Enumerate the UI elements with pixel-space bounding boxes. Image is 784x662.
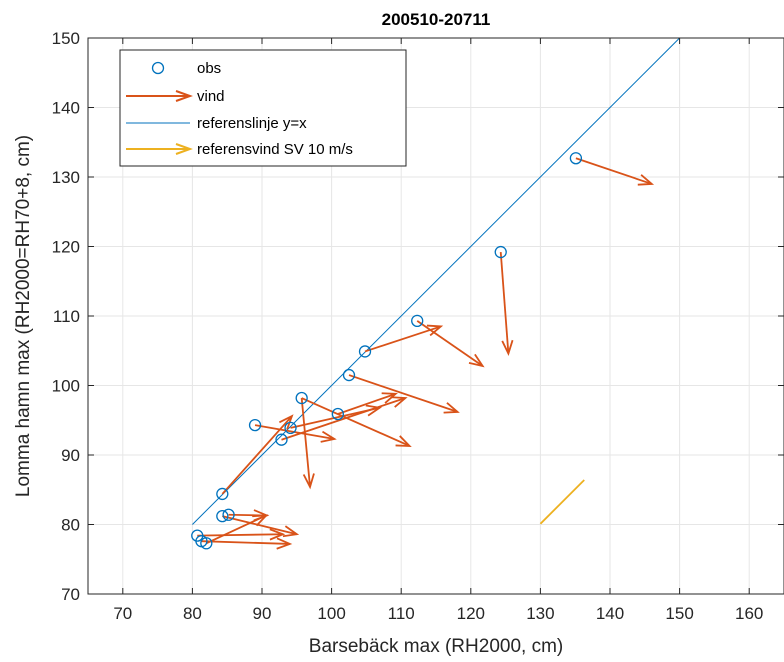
obs-point [200, 537, 213, 550]
legend-refwind-label: referensvind SV 10 m/s [197, 141, 353, 158]
reference-wind-layer [539, 479, 585, 525]
wind-arrow-shaft [364, 325, 442, 353]
legend-refline-label: referenslinje y=x [197, 115, 307, 132]
y-tick-label: 140 [52, 99, 80, 118]
wind-arrow-head [468, 353, 485, 368]
wind-arrow-head [391, 396, 408, 408]
wind-arrow [416, 320, 485, 368]
obs-point [295, 391, 308, 405]
wind-arrow-shaft [281, 397, 406, 441]
wind-arrows [197, 157, 655, 550]
wind-arrow [499, 251, 514, 356]
obs-point [342, 368, 356, 382]
observations [191, 152, 583, 550]
wind-arrow [575, 157, 655, 186]
x-tick-label: 150 [665, 604, 693, 623]
wind-arrow-shaft [499, 251, 510, 354]
x-tick-label: 90 [253, 604, 272, 623]
wind-arrow-shaft [348, 374, 458, 413]
wind-arrow [222, 515, 300, 538]
tick-labels: 70 80 90 100 110 120 130 140 150 160 70 80 90 100 110 1… [52, 29, 764, 623]
legend-vind-arrowhead [175, 90, 193, 102]
wind-arrow [228, 509, 270, 522]
obs-point [331, 407, 345, 421]
axes [87, 37, 784, 595]
legend-obs-marker [151, 61, 165, 75]
obs-point [248, 418, 262, 432]
x-tick-label: 100 [317, 604, 345, 623]
y-tick-label: 70 [61, 585, 80, 604]
wind-arrow-head [637, 174, 655, 186]
obs-point [284, 421, 297, 435]
legend: obs vind referenslinje y=x referensvind … [119, 49, 407, 167]
y-tick-label: 130 [52, 168, 80, 187]
x-tick-label: 80 [183, 604, 202, 623]
obs-point [569, 152, 583, 165]
wind-arrow [290, 404, 382, 429]
wind-arrow-shaft [228, 513, 267, 517]
y-tick-label: 90 [61, 446, 80, 465]
reference-line [192, 37, 680, 525]
wind-arrow-head [269, 528, 286, 541]
wind-arrow [337, 392, 398, 415]
obs-point [275, 433, 288, 446]
obs-point [411, 314, 424, 328]
y-axis-label: Lomma hamn max (RH2000=RH70+8, cm) [13, 135, 34, 497]
wind-arrow-shaft [337, 392, 396, 415]
wind-arrow-head [320, 430, 337, 443]
chart-title: 200510-20711 [382, 10, 491, 29]
legend-vind-label: vind [197, 88, 225, 105]
wind-arrow-head [381, 392, 398, 404]
obs-point [358, 345, 372, 358]
wind-arrow-head [276, 537, 293, 550]
x-tick-label: 130 [526, 604, 554, 623]
wind-arrow-head [443, 402, 460, 414]
x-tick-label: 120 [457, 604, 485, 623]
wind-arrow-shaft [301, 397, 410, 447]
y-tick-label: 80 [61, 516, 80, 535]
wind-arrow-head [365, 404, 382, 417]
legend-obs-label: obs [197, 60, 221, 77]
x-tick-label: 110 [388, 604, 415, 623]
obs-point [216, 510, 229, 523]
reference-wind-line [539, 479, 585, 525]
wind-arrow [201, 537, 293, 550]
x-axis-label: Barsebäck max (RH2000, cm) [309, 636, 563, 657]
y-tick-label: 110 [53, 307, 80, 326]
wind-arrow-head [395, 435, 412, 447]
wind-arrow-shaft [575, 157, 653, 185]
wind-arrow [348, 374, 460, 414]
wind-arrow-head [278, 414, 294, 430]
legend-box [119, 49, 407, 167]
reference-line-layer [192, 37, 680, 525]
legend-refwind-arrowhead [175, 143, 193, 155]
wind-arrow [281, 396, 408, 441]
wind-arrow-shaft [197, 533, 283, 537]
y-tick-label: 150 [52, 29, 80, 48]
obs-point [222, 508, 235, 521]
wind-arrow-shaft [222, 515, 298, 536]
obs-point [494, 245, 507, 259]
x-tick-label: 70 [113, 604, 132, 623]
wind-arrow-head [302, 473, 315, 490]
x-tick-label: 160 [735, 604, 763, 623]
obs-point [216, 487, 229, 501]
x-tick-label: 140 [596, 604, 624, 623]
wind-arrow [300, 397, 315, 490]
wind-arrow-head [501, 339, 514, 356]
wind-arrow-shaft [300, 397, 311, 488]
wind-arrow-head [282, 525, 300, 538]
wind-arrow [197, 528, 286, 541]
wind-arrow [301, 397, 412, 447]
wind-arrow-shaft [290, 406, 380, 429]
wind-arrow-head [253, 509, 270, 522]
wind-arrow-shaft [416, 320, 484, 367]
y-tick-label: 120 [52, 238, 80, 257]
wind-arrow-shaft [201, 540, 290, 545]
y-tick-label: 100 [52, 377, 80, 396]
